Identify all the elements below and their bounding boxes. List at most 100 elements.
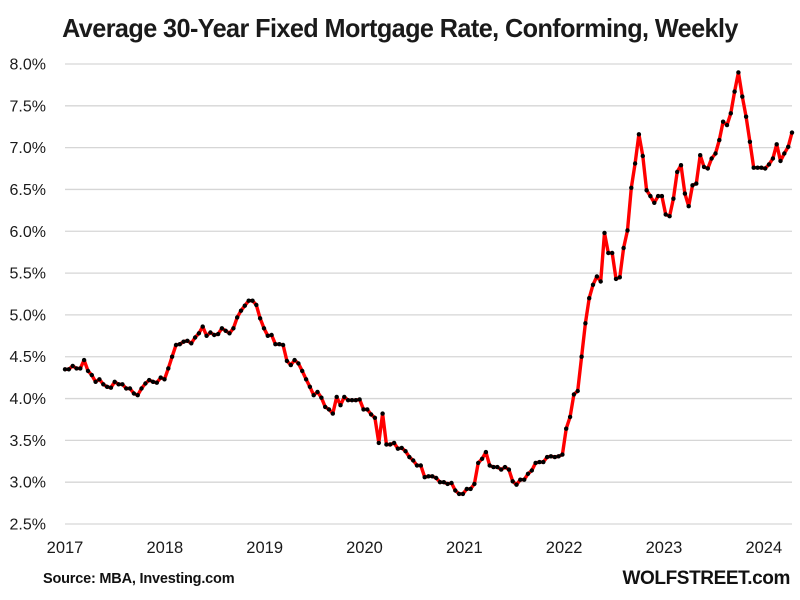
rate-point [583, 321, 588, 326]
x-axis-tick-label: 2018 [146, 539, 183, 557]
y-axis-tick-label: 3.0% [10, 475, 46, 492]
rate-point [740, 94, 745, 99]
rate-point [166, 366, 171, 371]
rate-point [579, 354, 584, 359]
rate-point [789, 130, 795, 135]
rate-point [698, 153, 703, 158]
rate-point [284, 358, 290, 364]
rate-point [303, 377, 309, 382]
y-axis-tick-label: 5.5% [10, 266, 46, 283]
rate-point [644, 188, 649, 193]
y-axis-tick-label: 4.5% [10, 349, 46, 366]
rate-point [529, 468, 534, 473]
rate-point [678, 163, 684, 168]
rate-point [227, 331, 232, 336]
rate-point [158, 375, 163, 380]
rate-point [403, 449, 408, 454]
rate-point [104, 384, 110, 389]
rate-point [495, 464, 500, 470]
rate-point [514, 482, 519, 487]
rate-point [116, 382, 121, 387]
rate-point [200, 324, 205, 329]
rate-point [162, 377, 167, 382]
rate-point [66, 367, 72, 372]
rate-point [112, 379, 117, 384]
rate-point [659, 193, 665, 199]
rate-point [564, 426, 569, 431]
rate-point [575, 388, 580, 394]
rate-point [732, 89, 737, 94]
chart-title: Average 30-Year Fixed Mortgage Rate, Con… [62, 13, 738, 43]
rate-point [177, 342, 182, 347]
rate-point [506, 467, 512, 472]
rate-point [108, 385, 114, 390]
rate-point [717, 137, 722, 143]
rate-point [353, 398, 358, 403]
rate-point [85, 368, 91, 374]
rate-point [617, 275, 622, 280]
rate-point [376, 440, 381, 446]
rate-point [782, 151, 787, 156]
rate-point [250, 298, 255, 303]
rate-point [613, 276, 619, 282]
rate-point [625, 228, 630, 233]
rate-point [62, 367, 68, 372]
x-axis-tick-label: 2022 [546, 539, 583, 557]
rate-point [533, 460, 538, 466]
y-axis-tick-label: 8.0% [10, 57, 46, 74]
rate-line [63, 70, 794, 496]
rate-point [127, 386, 133, 391]
rate-point [330, 411, 335, 416]
rate-point [265, 333, 270, 338]
rate-point [437, 480, 443, 485]
rate-point [89, 372, 95, 378]
rate-point [763, 166, 768, 171]
rate-point [219, 326, 225, 331]
rate-point [525, 471, 531, 476]
rate-point [235, 315, 240, 320]
y-axis-tick-label: 7.0% [10, 140, 46, 157]
rate-point [280, 342, 286, 348]
rate-point [766, 162, 772, 167]
rate-point [81, 357, 87, 363]
rate-point [449, 480, 454, 486]
rate-point [273, 342, 278, 347]
rate-point [418, 463, 423, 468]
rate-point [238, 308, 244, 313]
rate-point [648, 193, 653, 199]
rate-point [326, 407, 332, 412]
rate-point [655, 193, 661, 199]
rate-point [682, 191, 688, 196]
rate-point [139, 386, 144, 391]
rate-point [215, 331, 221, 337]
rate-point [770, 156, 776, 161]
rate-point [502, 464, 508, 470]
x-axis-tick-label: 2020 [346, 539, 383, 557]
rate-point [426, 474, 431, 479]
rate-point [349, 398, 355, 403]
x-axis-tick-label: 2017 [47, 539, 84, 557]
rate-point [257, 316, 263, 321]
rate-point [261, 326, 267, 331]
rate-point [135, 393, 140, 398]
rate-point [751, 165, 756, 170]
rate-point [342, 394, 347, 400]
rate-point [372, 415, 378, 420]
rate-point [510, 479, 515, 484]
rate-point [778, 158, 783, 164]
rate-point [499, 467, 504, 472]
rate-point [598, 279, 603, 284]
rate-point [434, 475, 439, 481]
rate-point [368, 412, 374, 417]
rate-point [124, 386, 129, 391]
rate-point [70, 363, 75, 369]
rate-point [181, 339, 186, 344]
rate-point [487, 463, 492, 468]
rate-point [472, 481, 477, 487]
rate-point [189, 341, 194, 346]
rate-point [728, 111, 733, 116]
rate-point [147, 377, 152, 383]
rate-point [334, 394, 339, 400]
rate-point [602, 230, 607, 236]
rate-point [365, 407, 370, 412]
